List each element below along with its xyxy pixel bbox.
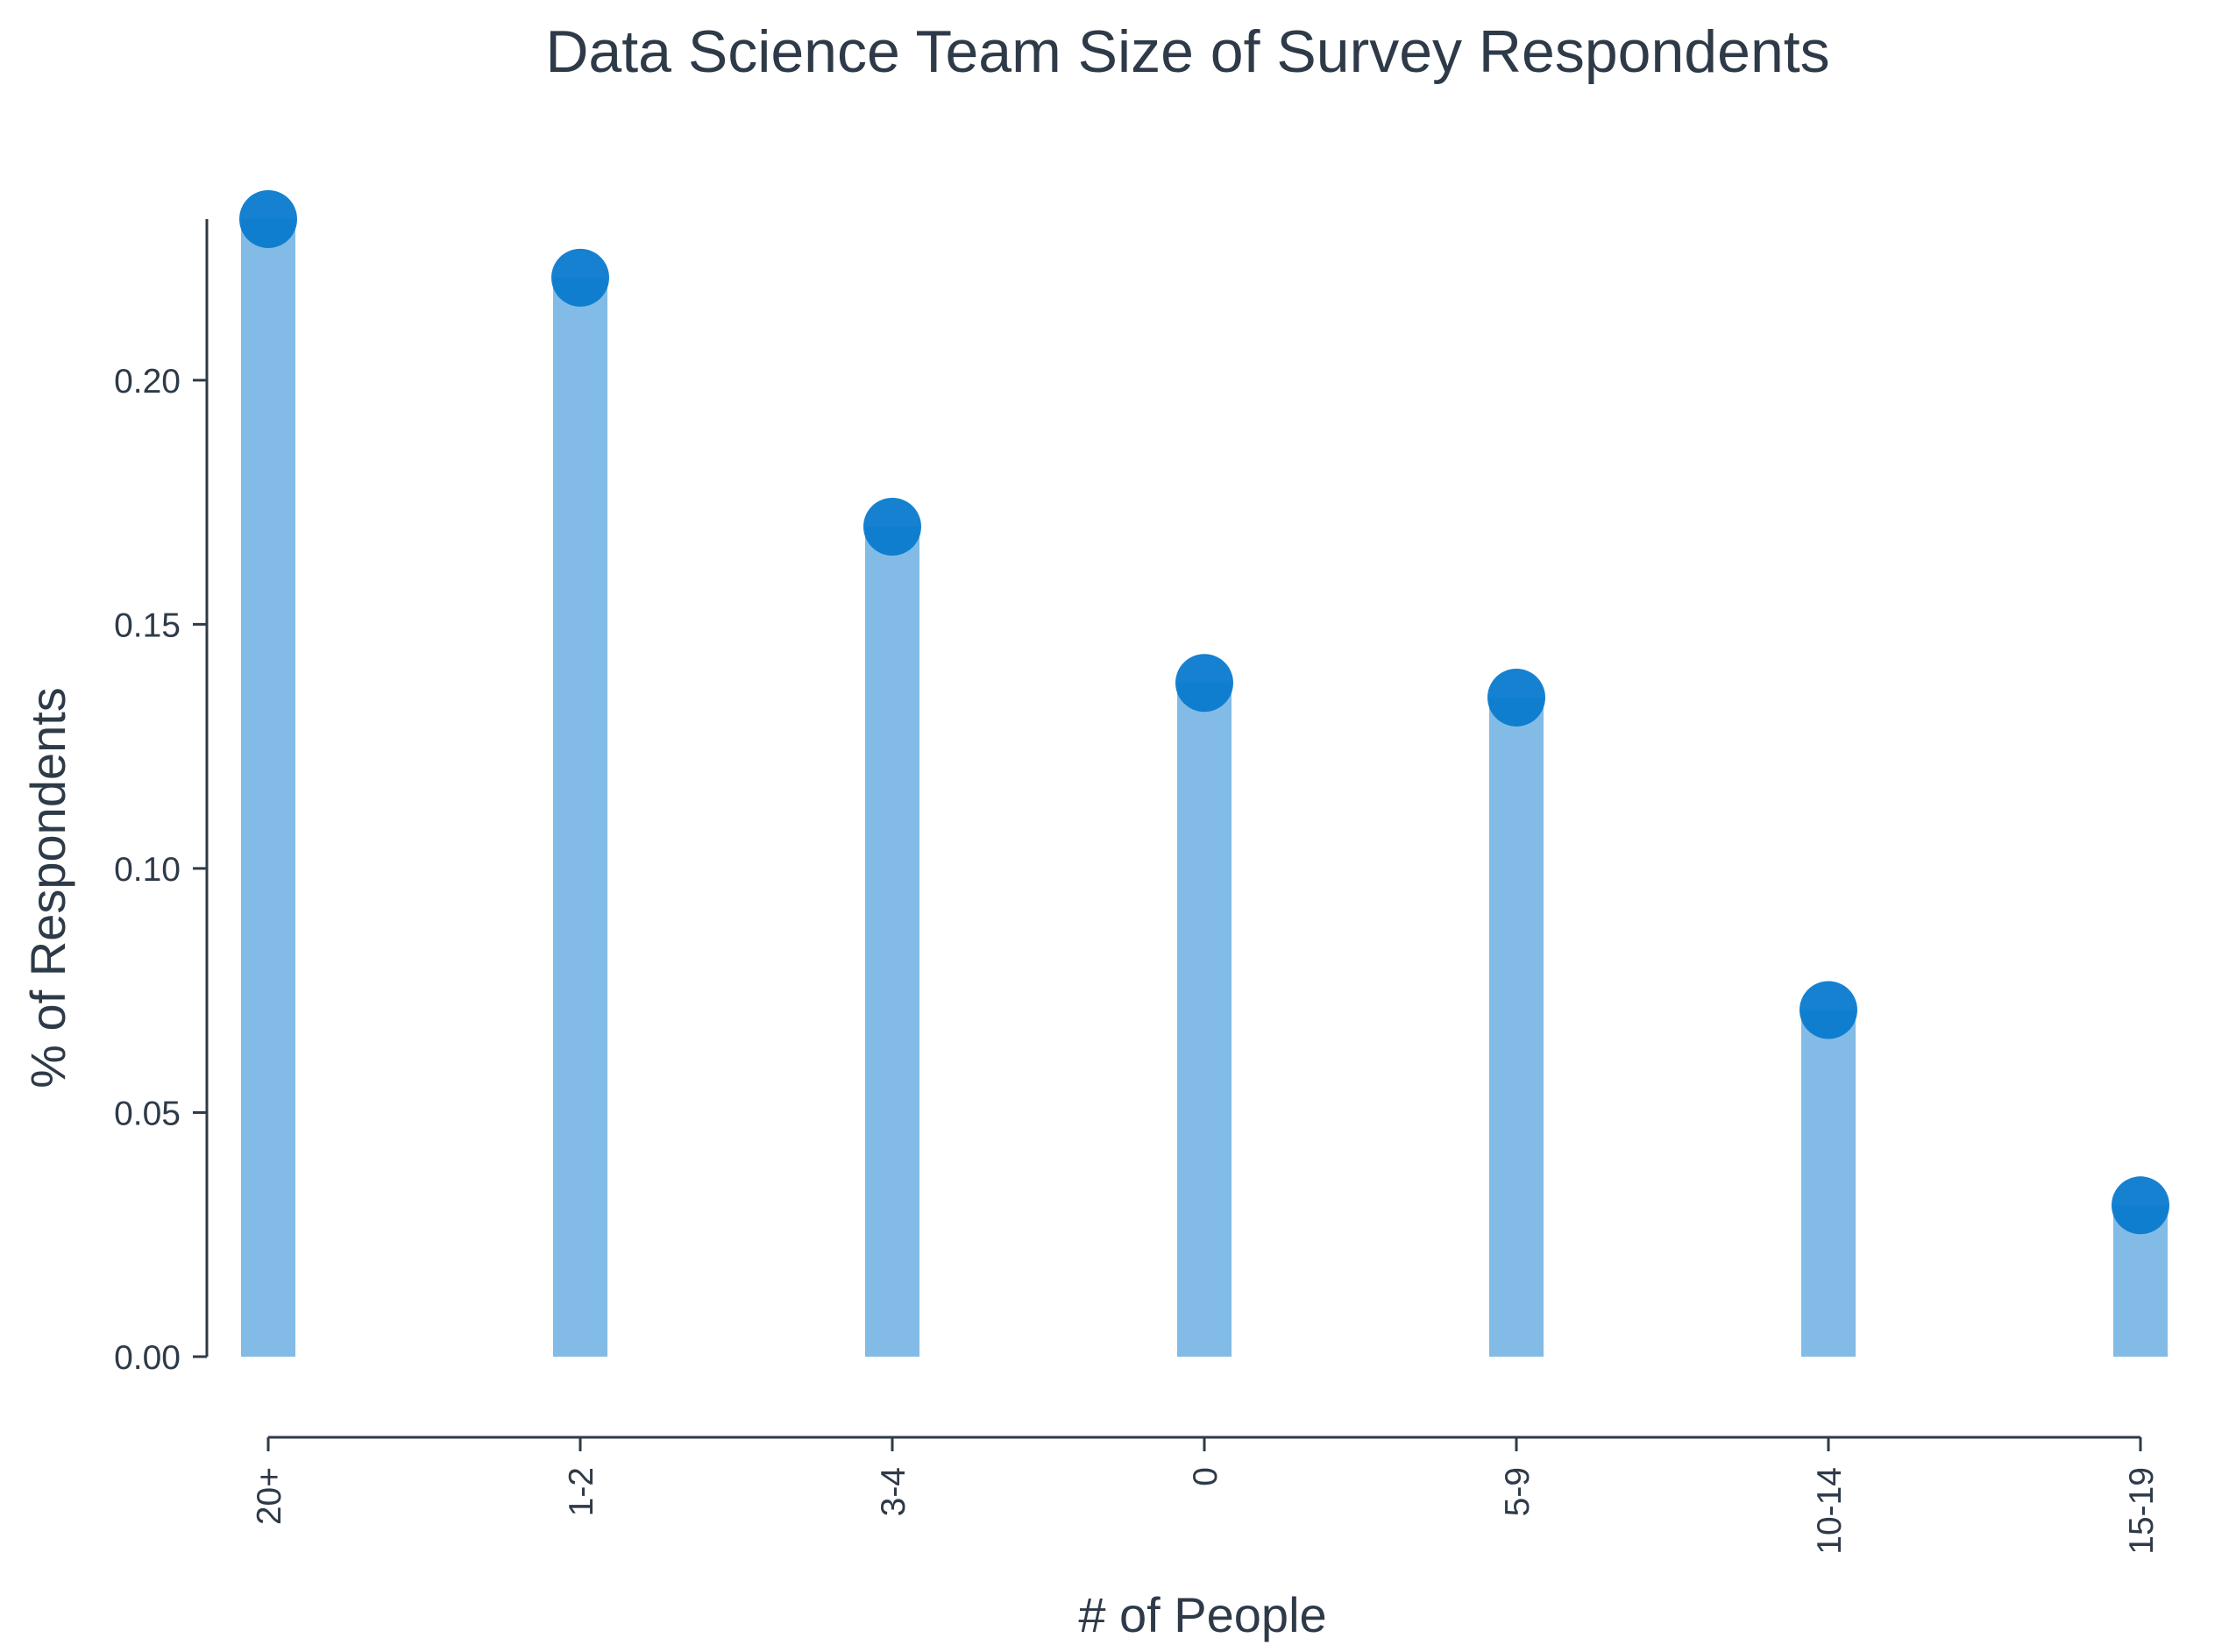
bar-1-2 <box>553 277 607 1357</box>
y-ticks: 0.00 0.05 0.10 0.15 0.20 <box>114 363 207 1377</box>
y-tick-label: 0.05 <box>114 1095 181 1132</box>
y-tick-label: 0.10 <box>114 851 181 889</box>
x-tick-label: 20+ <box>251 1467 288 1525</box>
marker-series <box>239 190 2169 1235</box>
x-axis-label: # of People <box>1078 1587 1326 1642</box>
x-tick-label: 3-4 <box>875 1467 912 1516</box>
y-tick-label: 0.20 <box>114 363 181 401</box>
bar-20+ <box>241 219 295 1357</box>
bar-10-14 <box>1801 1010 1856 1357</box>
y-axis-label: % of Respondents <box>20 687 75 1088</box>
x-ticks: 20+ 1-2 3-4 0 5-9 10-14 15-19 <box>251 1437 2161 1555</box>
marker-1-2 <box>551 248 609 307</box>
y-tick-label: 0.15 <box>114 606 181 644</box>
x-tick-label: 15-19 <box>2123 1467 2161 1555</box>
bar-series <box>241 219 2168 1357</box>
bar-3-4 <box>865 526 919 1357</box>
marker-5-9 <box>1487 668 1545 727</box>
y-tick-label: 0.00 <box>114 1339 181 1377</box>
marker-20+ <box>239 190 297 248</box>
marker-3-4 <box>863 497 921 556</box>
x-tick-label: 10-14 <box>1811 1467 1849 1555</box>
marker-10-14 <box>1799 981 1857 1039</box>
marker-0 <box>1175 654 1233 713</box>
chart-title: Data Science Team Size of Survey Respond… <box>545 18 1829 85</box>
marker-15-19 <box>2112 1176 2169 1235</box>
x-tick-label: 5-9 <box>1499 1467 1537 1516</box>
bar-0 <box>1177 683 1232 1357</box>
bar-5-9 <box>1489 697 1544 1357</box>
x-tick-label: 0 <box>1187 1467 1224 1486</box>
x-tick-label: 1-2 <box>563 1467 600 1516</box>
